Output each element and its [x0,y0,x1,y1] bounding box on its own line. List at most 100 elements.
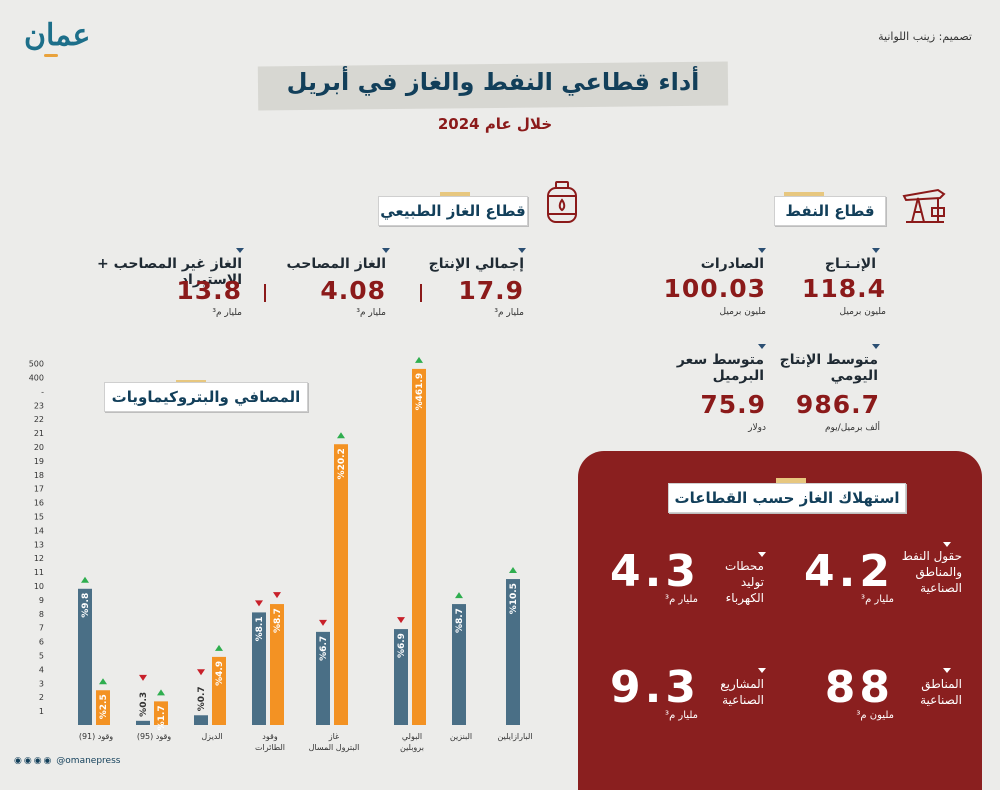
label-pointer [758,552,766,557]
oil-production-unit: مليون برميل [839,307,886,317]
label-pointer [758,668,766,673]
y-tick-label: 21 [34,429,44,438]
bar [334,444,348,725]
gas-total-label: إجمالي الإنتاج [428,256,524,272]
label-pointer [758,248,766,253]
social-handle[interactable]: ◉◉◉◉ @omanepress [14,756,121,766]
page-subtitle: خلال عام 2024 [437,115,553,133]
y-tick-label: 8 [39,610,44,619]
gas-total-value: 17.9 [458,276,524,305]
trend-up-icon [455,592,463,599]
refining-bar-chart: 1234567891011121314151617181920212223-40… [29,356,533,752]
category-label: الطائرات [255,743,285,752]
non-associated-gas-value: 13.8 [176,276,242,305]
bar-value-label: %10.5 [509,583,519,614]
consumption-label-power: محطات توليد الكهرباء [725,559,764,605]
y-tick-label: 18 [34,471,44,480]
y-tick-label: 7 [39,624,44,633]
bar [252,612,266,725]
category-label: البترول المسال [309,743,360,752]
consumption-unit-industrial-projects: مليار م³ [665,710,698,721]
bar [452,604,466,725]
bar [316,631,330,725]
y-tick-label: 16 [34,499,44,508]
trend-down-icon [139,674,147,681]
y-tick-label: 4 [39,665,44,674]
y-tick-label: 400 [29,374,44,383]
oil-production-label: الإنـتـاج [824,256,876,272]
oil-exports-label: الصادرات [700,256,764,272]
consumption-label-oilfields: حقول النفط والمناطق الصناعية [901,549,962,595]
gas-sector-tag: قطاع الغاز الطبيعي [378,196,528,226]
y-tick-label: 23 [34,401,44,410]
associated-gas-value: 4.08 [320,276,386,305]
trend-down-icon [397,617,405,624]
y-tick-label: 20 [34,443,44,452]
bar-value-label: %461.9 [415,373,425,411]
trend-up-icon [337,432,345,439]
y-tick-label: 12 [34,554,44,563]
bar-value-label: %8.7 [455,608,465,633]
trend-down-icon [255,600,263,607]
consumption-value-oilfields: 4.2 [804,546,894,597]
trend-up-icon [157,689,165,696]
label-pointer [872,344,880,349]
oil-exports-unit: مليون برميل [719,307,766,317]
y-tick-label: 1 [39,707,44,716]
daily-production-unit: ألف برميل/يوم [824,423,880,433]
associated-gas-label: الغاز المصاحب [286,256,386,272]
associated-gas-unit: مليار م³ [356,308,386,318]
bar-value-label: %6.7 [319,636,329,661]
bar-value-label: %6.9 [397,633,407,658]
category-label: وقود (91) [79,732,113,741]
bar-value-label: %20.2 [337,448,347,479]
y-tick-label: 6 [39,638,44,647]
y-tick-label: 2 [39,693,44,702]
oil-production-value: 118.4 [801,274,886,303]
category-label: غاز [328,732,339,741]
separator [420,284,422,302]
trend-down-icon [197,669,205,676]
bar-value-label: %4.9 [215,661,225,686]
daily-production-label: متوسط الإنتاج اليومي [779,352,878,384]
logo: عمان [24,14,90,60]
bar-value-label: %0.3 [139,692,149,717]
category-label: البولي [402,732,422,741]
oil-exports-value: 100.03 [663,274,766,303]
separator [264,284,266,302]
page-title: أداء قطاعي النفط والغاز في أبريل [286,68,700,96]
designer-credit: تصميم: زينب اللوانية [878,30,972,43]
label-pointer [943,542,951,547]
non-associated-gas-unit: مليار م³ [212,308,242,318]
label-pointer [382,248,390,253]
consumption-unit-industrial-zones: مليون م³ [856,710,894,721]
category-label: وقود (95) [137,732,171,741]
y-tick-label: 14 [34,526,44,535]
y-tick-label: 9 [39,596,44,605]
bar-value-label: %8.7 [273,608,283,633]
gas-total-unit: مليار م³ [494,308,524,318]
oil-pump-icon [902,188,946,223]
consumption-label-industrial-zones: المناطق الصناعية [920,677,962,707]
consumption-label-industrial-projects: المشاريع الصناعية [720,677,764,707]
category-label: البنزين [450,732,472,741]
category-label: الديزل [201,732,222,741]
consumption-value-industrial-projects: 9.3 [610,662,700,713]
non-associated-gas-label: الغاز غير المصاحب + الاستيراد [96,256,242,288]
tag-highlight [784,192,824,197]
gas-consumption-tag: استهلاك الغاز حسب القطاعات [668,483,906,513]
bar [96,690,110,725]
consumption-value-power: 4.3 [610,546,700,597]
bar [154,701,168,725]
bar-value-label: %1.7 [157,705,167,730]
label-pointer [943,668,951,673]
daily-production-value: 986.7 [795,390,880,419]
bar-value-label: %8.1 [255,616,265,641]
category-label: البارازايلين [497,732,532,741]
barrel-price-label: متوسط سعر البرميل [676,352,764,384]
y-tick-label: 19 [34,457,44,466]
y-tick-label: 17 [34,485,44,494]
trend-up-icon [81,576,89,583]
tag-highlight [776,478,806,483]
bar [212,656,226,725]
